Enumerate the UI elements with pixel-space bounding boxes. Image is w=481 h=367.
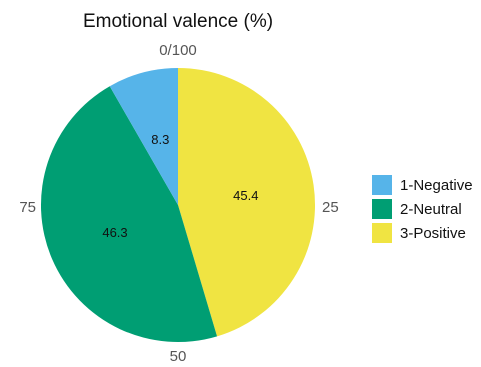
tick-label-top: 0/100 [159, 42, 197, 59]
legend-label-1-negative: 1-Negative [400, 177, 473, 194]
slice-value-label-3-positive: 45.4 [233, 188, 258, 203]
slice-value-label-1-negative: 8.3 [151, 132, 169, 147]
tick-label-bottom: 50 [170, 348, 187, 365]
legend-swatch-2-neutral [372, 199, 392, 219]
pie-slices [40, 67, 316, 343]
slice-labels: 45.4 46.3 8.3 [102, 132, 258, 240]
pie-slice-2-neutral [40, 86, 218, 343]
tick-label-right: 25 [322, 199, 339, 216]
slice-value-label-2-neutral: 46.3 [102, 225, 127, 240]
legend-label-3-positive: 3-Positive [400, 225, 466, 242]
legend: 1-Negative 2-Neutral 3-Positive [372, 175, 473, 243]
legend-swatch-1-negative [372, 175, 392, 195]
chart-title: Emotional valence (%) [83, 11, 273, 32]
pie-slice-1-negative [109, 68, 178, 205]
legend-label-2-neutral: 2-Neutral [400, 201, 462, 218]
pie-slice-3-positive [178, 67, 316, 337]
legend-swatch-3-positive [372, 223, 392, 243]
tick-label-left: 75 [19, 199, 36, 216]
